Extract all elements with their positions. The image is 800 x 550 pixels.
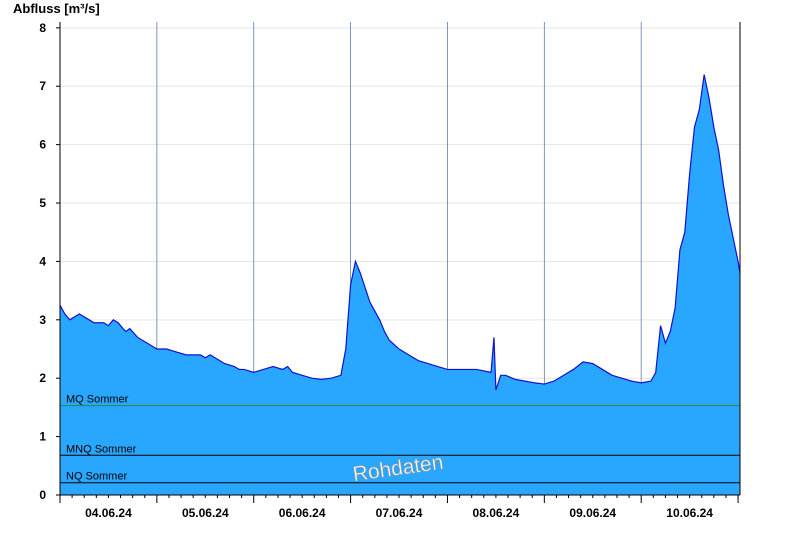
reference-label: NQ Sommer (66, 471, 127, 483)
ticks: 0 1 2 3 4 5 6 7 8 04.06.24 05.06.24 06.06.24 07.06.2… (39, 21, 739, 520)
reference-label: MNQ Sommer (66, 443, 137, 455)
x-tick-label: 05.06.24 (182, 506, 229, 520)
x-tick-label: 09.06.24 (569, 506, 616, 520)
discharge-area (60, 74, 740, 495)
y-tick-label: 1 (39, 430, 46, 444)
y-tick-label: 8 (39, 21, 46, 35)
y-tick-label: 4 (39, 254, 46, 268)
x-tick-label: 08.06.24 (473, 506, 520, 520)
y-tick-label: 7 (39, 79, 46, 93)
x-tick-label: 07.06.24 (376, 506, 423, 520)
y-tick-label: 6 (39, 138, 46, 152)
reference-lines: MQ Sommer MNQ Sommer NQ Sommer (60, 394, 740, 484)
y-tick-label: 5 (39, 196, 46, 210)
y-tick-label: 0 (39, 488, 46, 502)
x-tick-label: 10.06.24 (666, 506, 713, 520)
area-layer (59, 74, 741, 495)
x-tick-label: 06.06.24 (279, 506, 326, 520)
discharge-line (59, 74, 741, 391)
y-tick-label: 2 (39, 371, 46, 385)
reference-label: MQ Sommer (66, 394, 129, 406)
y-axis-title: Abfluss [m³/s] (13, 1, 100, 16)
y-tick-label: 3 (39, 313, 46, 327)
x-tick-label: 04.06.24 (85, 506, 132, 520)
axes (59, 22, 741, 496)
